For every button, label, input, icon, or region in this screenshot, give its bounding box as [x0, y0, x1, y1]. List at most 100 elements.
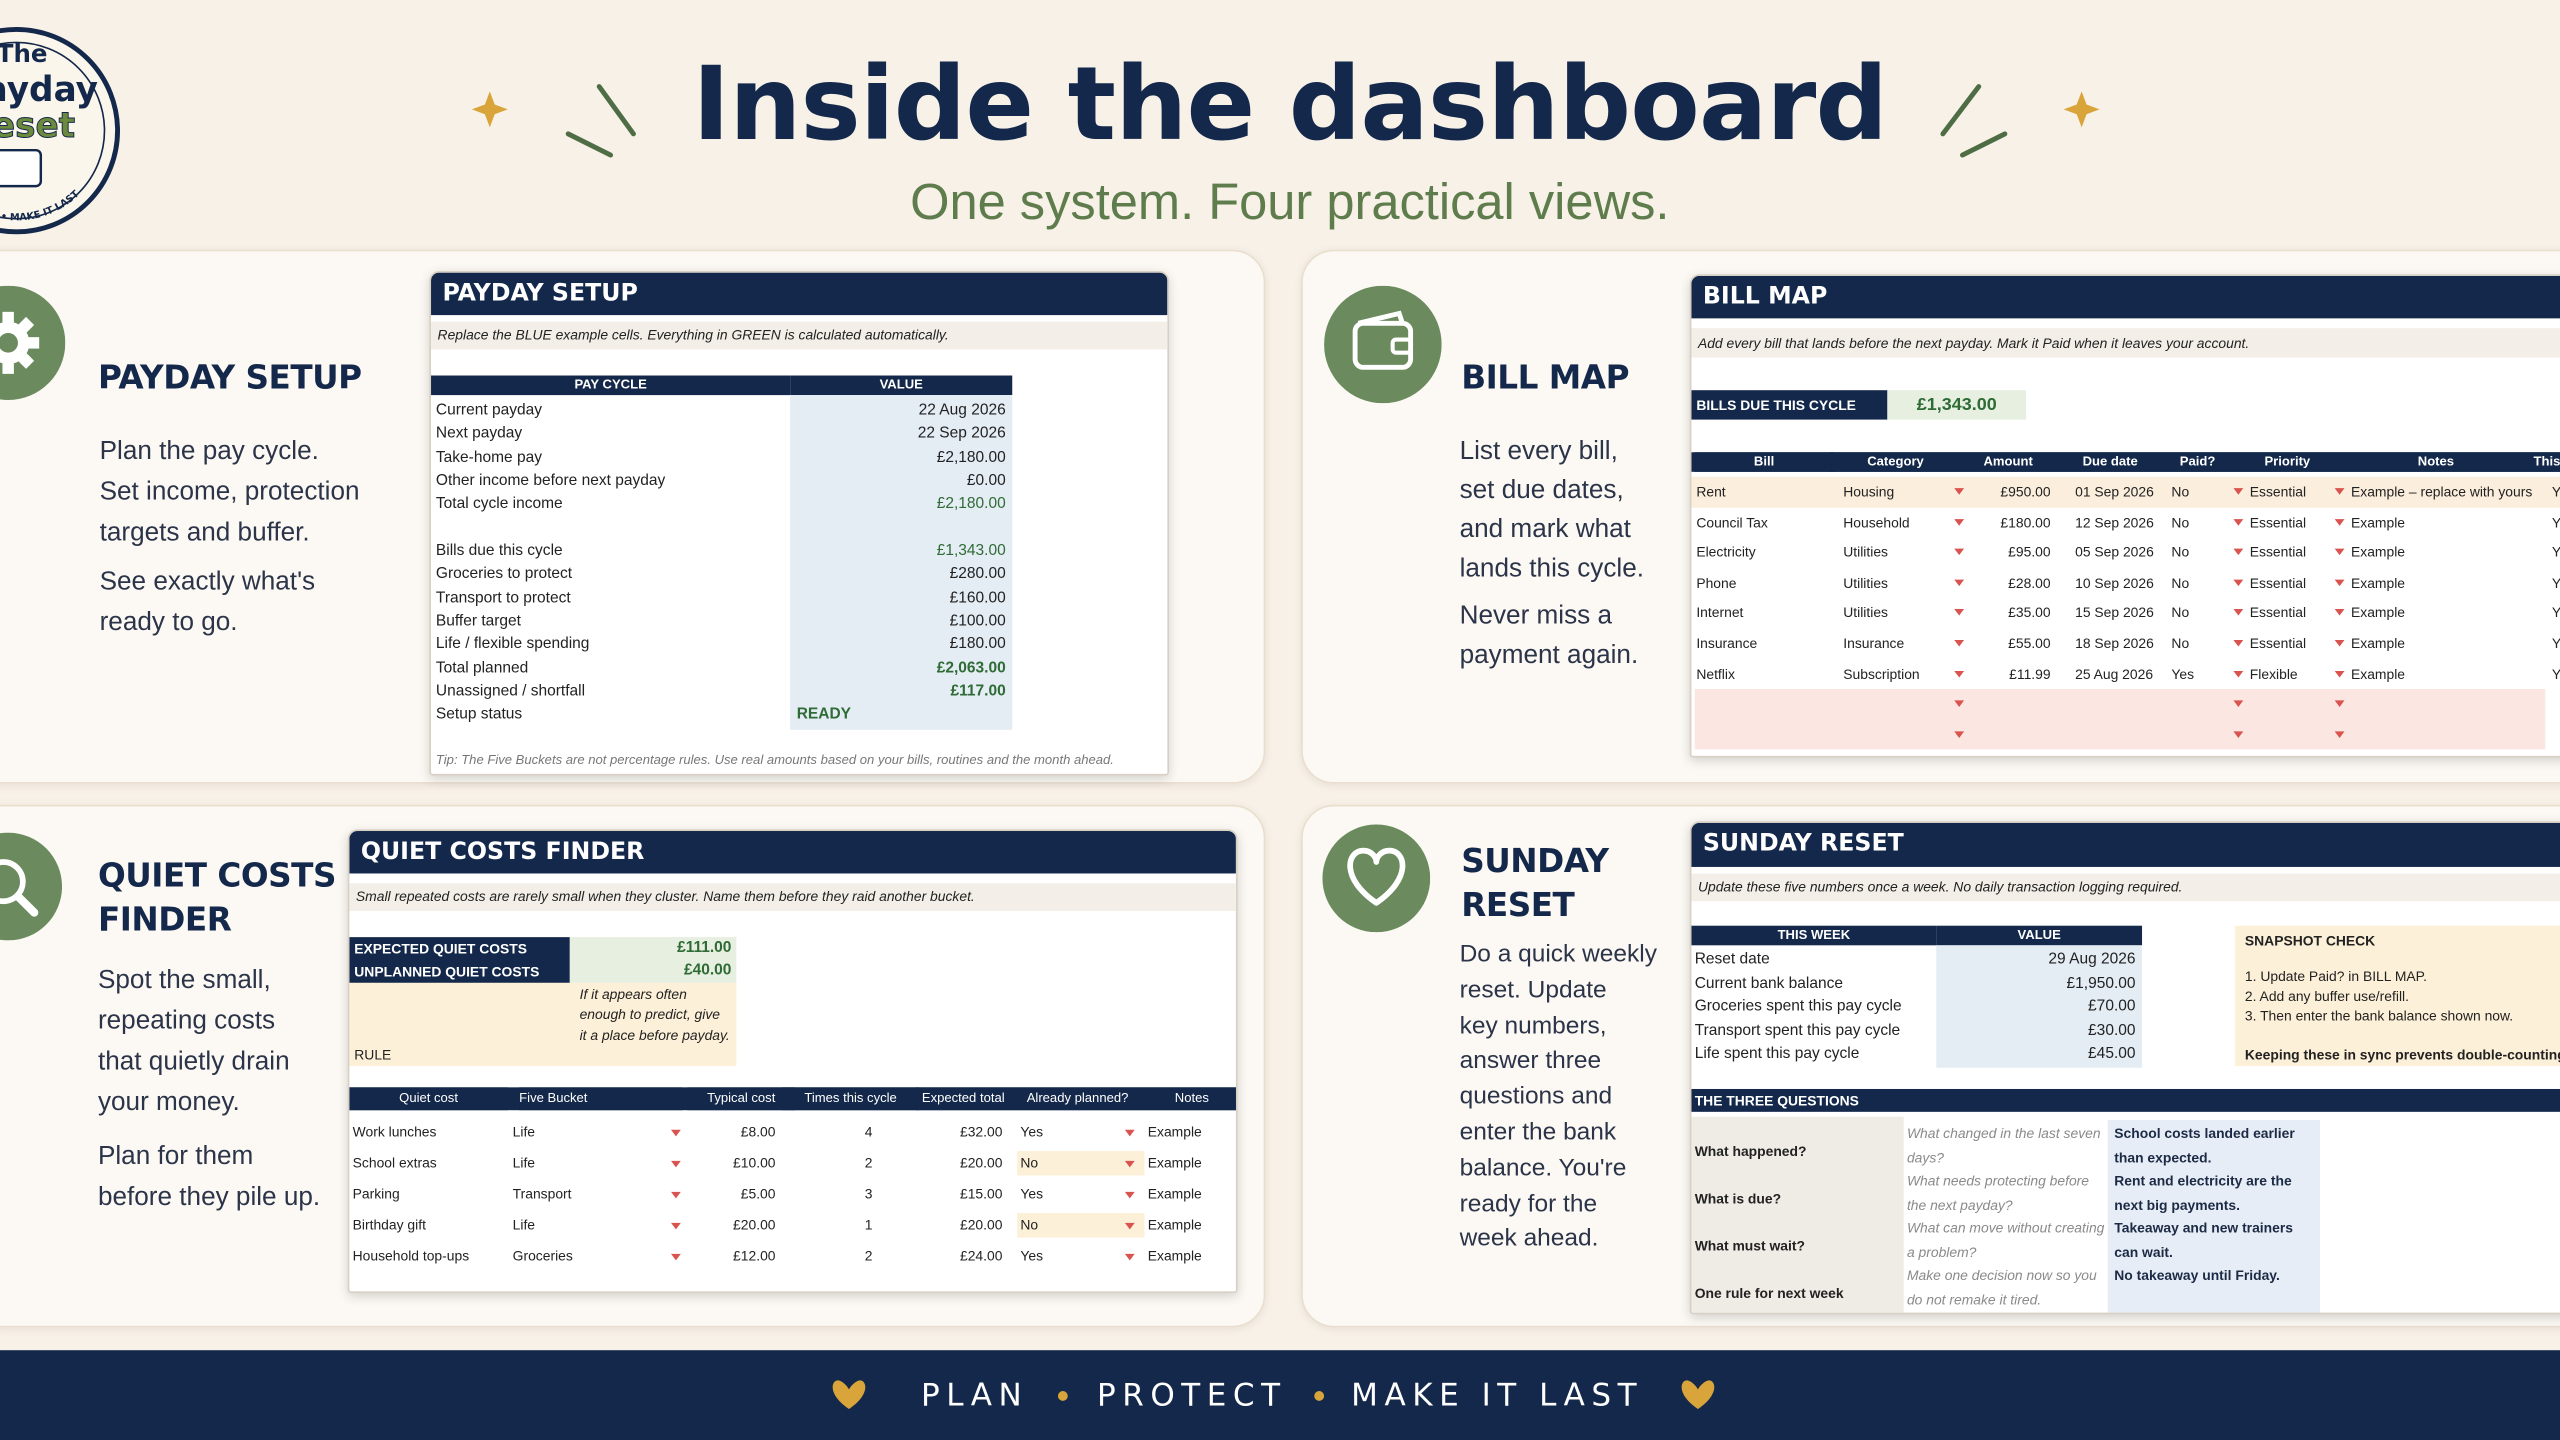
panel-heading: SUNDAY RESET	[1461, 840, 1609, 925]
footer-dot	[1314, 1391, 1325, 1401]
cell: £20.00	[959, 1216, 1003, 1233]
cell: Essential	[2249, 574, 2307, 591]
footer-bar	[0, 1350, 2560, 1440]
icon-part	[0, 321, 30, 365]
cell: 25 Aug 2026	[2075, 665, 2154, 682]
panel-description: List every bill,	[1459, 437, 1618, 466]
column-header: Due date	[2055, 452, 2165, 472]
cell: £15.00	[959, 1185, 1003, 1202]
cell: Phone	[1696, 574, 1737, 591]
rule-label: RULE	[354, 1046, 392, 1063]
dropdown-arrow	[2233, 609, 2244, 617]
panel-description: reset. Update	[1459, 975, 1607, 1004]
icon-part	[1347, 847, 1406, 906]
question: What must wait?	[1694, 1237, 1805, 1254]
dropdown-arrow	[2334, 640, 2345, 647]
cell: Life	[512, 1154, 536, 1171]
footer-dot	[1057, 1391, 1068, 1401]
column-header: Expected total	[915, 1087, 1011, 1111]
summary-label: BILLS DUE THIS CYCLE	[1691, 390, 1888, 420]
panel-icon	[1324, 285, 1442, 404]
heart-shape	[832, 1380, 866, 1409]
logo-text: Reset	[0, 106, 75, 146]
row-label: Bills due this cycle	[435, 541, 563, 560]
cell: 05 Sep 2026	[2075, 543, 2154, 561]
summary-label: UNPLANNED QUIET COSTS	[349, 959, 570, 983]
row-label: Transport to protect	[435, 588, 571, 607]
row-label: Setup status	[435, 705, 523, 724]
cell: No	[2171, 483, 2190, 500]
icon-circle	[1324, 285, 1442, 404]
panel-description: Spot the small,	[97, 966, 271, 995]
cell: Essential	[2249, 543, 2307, 561]
icon-part	[0, 859, 26, 905]
cell: 10 Sep 2026	[2075, 574, 2154, 591]
question: One rule for next week	[1694, 1284, 1844, 1302]
icon-glyph	[1347, 847, 1406, 906]
logo-text: Payday	[0, 70, 98, 110]
column-header: This pay	[2527, 452, 2560, 472]
cell: £35.00	[2008, 604, 2051, 622]
rule-block	[349, 982, 737, 1067]
panel-description: ready for the	[1459, 1189, 1598, 1218]
question: What is due?	[1694, 1190, 1782, 1207]
dropdown-arrow	[2233, 670, 2244, 677]
row-label: Current payday	[435, 401, 542, 420]
panel-description: See exactly what's	[99, 568, 316, 596]
cell: Flexible	[2249, 665, 2298, 682]
footer-item: PROTECT	[1097, 1377, 1287, 1414]
panel-description: enter the bank	[1459, 1118, 1617, 1147]
icon-part	[1357, 310, 1405, 326]
cell: Parking	[352, 1185, 400, 1202]
answer-column-fill	[2107, 1120, 2320, 1313]
row-label: Life spent this pay cycle	[1694, 1044, 1860, 1063]
highlight-row	[1691, 476, 2560, 508]
cell: School extras	[352, 1154, 437, 1171]
dropdown-arrow	[2334, 700, 2345, 707]
column-header: VALUE	[790, 375, 1013, 396]
column-header: THIS WEEK	[1691, 925, 1937, 946]
icon-part	[26, 337, 40, 349]
cell: Yes	[1020, 1185, 1044, 1202]
panel-description: set due dates,	[1459, 476, 1624, 505]
cell: Essential	[2249, 604, 2307, 622]
dropdown-arrow	[1954, 609, 1965, 617]
column-header: VALUE	[1936, 925, 2143, 946]
row-label: Groceries spent this pay cycle	[1694, 997, 1902, 1016]
cell: Example	[1147, 1123, 1202, 1140]
cell: £20.00	[959, 1154, 1003, 1171]
snapshot-title: SNAPSHOT CHECK	[2244, 932, 2376, 949]
row-value: £180.00	[949, 635, 1006, 654]
cell: Utilities	[1843, 574, 1889, 591]
spreadsheet: QUIET COSTS FINDER Small repeated costs a…	[347, 829, 1238, 1294]
summary-value: £1,343.00	[1887, 390, 2027, 420]
column-header: Notes	[2344, 452, 2528, 472]
panel-description: and mark what	[1459, 515, 1631, 544]
spreadsheet: PAYDAY SETUP Replace the BLUE example cel…	[429, 271, 1169, 776]
row-label: Groceries to protect	[435, 565, 573, 584]
dropdown-arrow	[2334, 548, 2345, 556]
cell: £28.00	[2008, 574, 2051, 591]
sheet-title: SUNDAY RESET	[1691, 822, 2560, 867]
cell: Example	[1147, 1154, 1202, 1171]
dropdown-arrow	[2233, 518, 2244, 526]
dropdown-arrow	[1954, 579, 1965, 586]
snapshot-item: 2. Add any buffer use/refill.	[2244, 987, 2409, 1005]
sheet-note: Add every bill that lands before the nex…	[1691, 328, 2560, 358]
dropdown-arrow	[1954, 670, 1965, 677]
dropdown-arrow	[1124, 1222, 1135, 1230]
value-column-fill	[790, 395, 1013, 730]
cell: Household top-ups	[352, 1247, 470, 1264]
column-header: Priority	[2230, 452, 2345, 472]
dropdown-arrow	[1954, 640, 1965, 647]
row-label: Unassigned / shortfall	[435, 682, 586, 701]
dropdown-arrow	[1954, 700, 1965, 707]
panel-description: Set income, protection	[99, 478, 360, 507]
column-header: PAY CYCLE	[431, 375, 791, 396]
summary-value: £40.00	[569, 959, 737, 983]
cell: Y	[2552, 568, 2560, 598]
icon-glyph	[0, 859, 39, 917]
rule-text: If it appears often enough to predict, g…	[579, 986, 730, 1043]
dropdown-arrow	[2233, 579, 2244, 586]
